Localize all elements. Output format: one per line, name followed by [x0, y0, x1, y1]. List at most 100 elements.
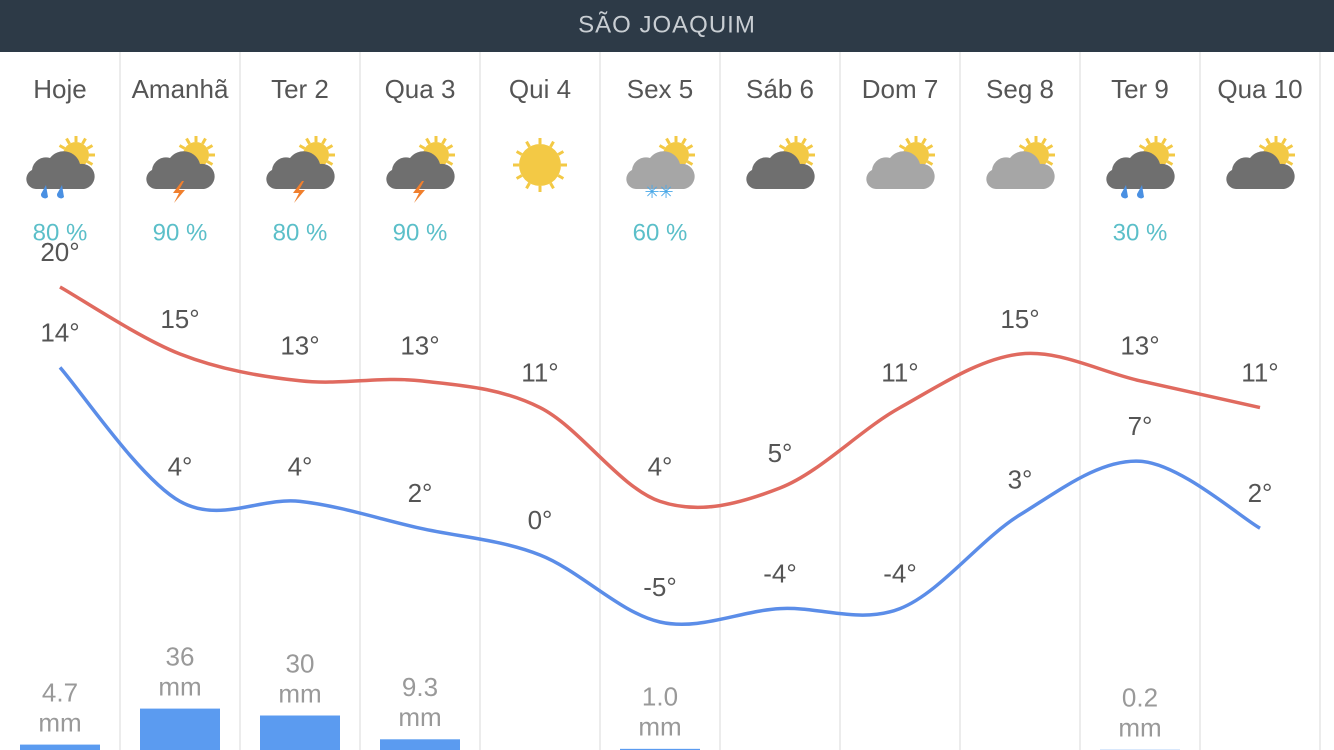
high-temp-label: 11° [881, 357, 918, 387]
day-label: Ter 2 [271, 74, 329, 104]
day-label: Qua 10 [1217, 74, 1302, 104]
sun-ray [778, 144, 786, 150]
rain-bar [620, 748, 700, 750]
day-label: Hoje [33, 74, 86, 104]
sun-ray [1286, 160, 1294, 166]
high-temp-label: 20° [40, 237, 79, 267]
rain-bar [260, 715, 340, 750]
sun-ray [65, 137, 71, 145]
cloud [626, 151, 695, 189]
sun-ray [1286, 144, 1294, 150]
rain-amount: 36 [166, 641, 195, 671]
rain-amount: 30 [286, 648, 315, 678]
weather-icon [986, 136, 1055, 189]
precip-chance: 30 % [1113, 219, 1168, 246]
sun-ray [1258, 144, 1266, 150]
rain-unit: mm [158, 671, 201, 701]
sun-ray [806, 144, 814, 150]
high-temp-label: 13° [400, 331, 439, 361]
sun-ray [326, 160, 334, 166]
day-label: Qua 3 [385, 74, 456, 104]
low-temp-label: 14° [40, 317, 79, 347]
sun-ray [557, 174, 565, 180]
cloud [986, 151, 1055, 189]
rain-unit: mm [38, 707, 81, 737]
sun-ray [665, 137, 671, 145]
sun-ray [58, 144, 66, 150]
sun-ray [1046, 144, 1054, 150]
sun-ray [1281, 137, 1287, 145]
sun-ray [525, 140, 531, 148]
sun-ray [326, 144, 334, 150]
rain-amount: 0.2 [1122, 683, 1158, 713]
low-temp-label: 0° [528, 505, 553, 535]
sun-ray [206, 160, 214, 166]
sun-ray [178, 144, 186, 150]
cloud [146, 151, 215, 189]
precip-chance: 80 % [273, 219, 328, 246]
rain-drop [1120, 185, 1128, 199]
rain-amount: 1.0 [642, 682, 678, 712]
low-temp-label: -4° [763, 558, 797, 588]
sun-ray [201, 137, 207, 145]
sun-ray [926, 144, 934, 150]
rain-amount: 4.7 [42, 677, 78, 707]
cloud [866, 151, 935, 189]
high-temp-label: 4° [648, 451, 673, 481]
sun-ray [418, 144, 426, 150]
day-label: Amanhã [132, 74, 229, 104]
weather-icon [26, 136, 95, 199]
sun-ray [686, 160, 694, 166]
sun-ray [81, 137, 87, 145]
high-temp-label: 13° [280, 331, 319, 361]
cloud [386, 151, 455, 189]
day-label: Qui 4 [509, 74, 571, 104]
sun-ray [515, 174, 523, 180]
rain-amount: 9.3 [402, 672, 438, 702]
sun-ray [86, 160, 94, 166]
sun-ray [681, 137, 687, 145]
sun-ray [446, 160, 454, 166]
sun-ray [185, 137, 191, 145]
day-label: Sáb 6 [746, 74, 814, 104]
high-temp-label: 5° [768, 438, 793, 468]
low-temp-label: -4° [883, 558, 917, 588]
sun-ray [1041, 137, 1047, 145]
sun-ray [525, 182, 531, 190]
lightning-bolt [293, 181, 305, 203]
high-temp-label: 11° [521, 357, 558, 387]
rain-unit: mm [398, 702, 441, 732]
sun-disc [519, 144, 561, 186]
sun-ray [1138, 144, 1146, 150]
sun-ray [921, 137, 927, 145]
precip-chance: 80 % [33, 219, 88, 246]
low-temp-label: 3° [1008, 465, 1033, 495]
low-temp-label: 2° [408, 478, 433, 508]
precip-chance: 90 % [393, 219, 448, 246]
precip-chance: 90 % [153, 219, 208, 246]
weather-icon [1106, 136, 1175, 199]
cloud [746, 151, 815, 189]
weather-icon [146, 136, 215, 203]
high-temp-label: 15° [160, 304, 199, 334]
sun-ray [321, 137, 327, 145]
sun-ray [806, 160, 814, 166]
rain-unit: mm [1118, 713, 1161, 743]
sun-ray [926, 160, 934, 166]
sun-ray [898, 144, 906, 150]
cloud [1106, 151, 1175, 189]
low-temp-label: 2° [1248, 478, 1273, 508]
low-temp-label: 7° [1128, 411, 1153, 441]
sun-ray [1145, 137, 1151, 145]
weather-icon [746, 136, 815, 189]
day-label: Dom 7 [862, 74, 939, 104]
sun-ray [1046, 160, 1054, 166]
sun-ray [1265, 137, 1271, 145]
sun-ray [298, 144, 306, 150]
header-title: SÃO JOAQUIM [578, 11, 756, 38]
high-temp-label: 15° [1000, 304, 1039, 334]
rain-bar [380, 739, 460, 750]
low-temp-label: -5° [643, 572, 677, 602]
weather-icon [266, 136, 335, 203]
